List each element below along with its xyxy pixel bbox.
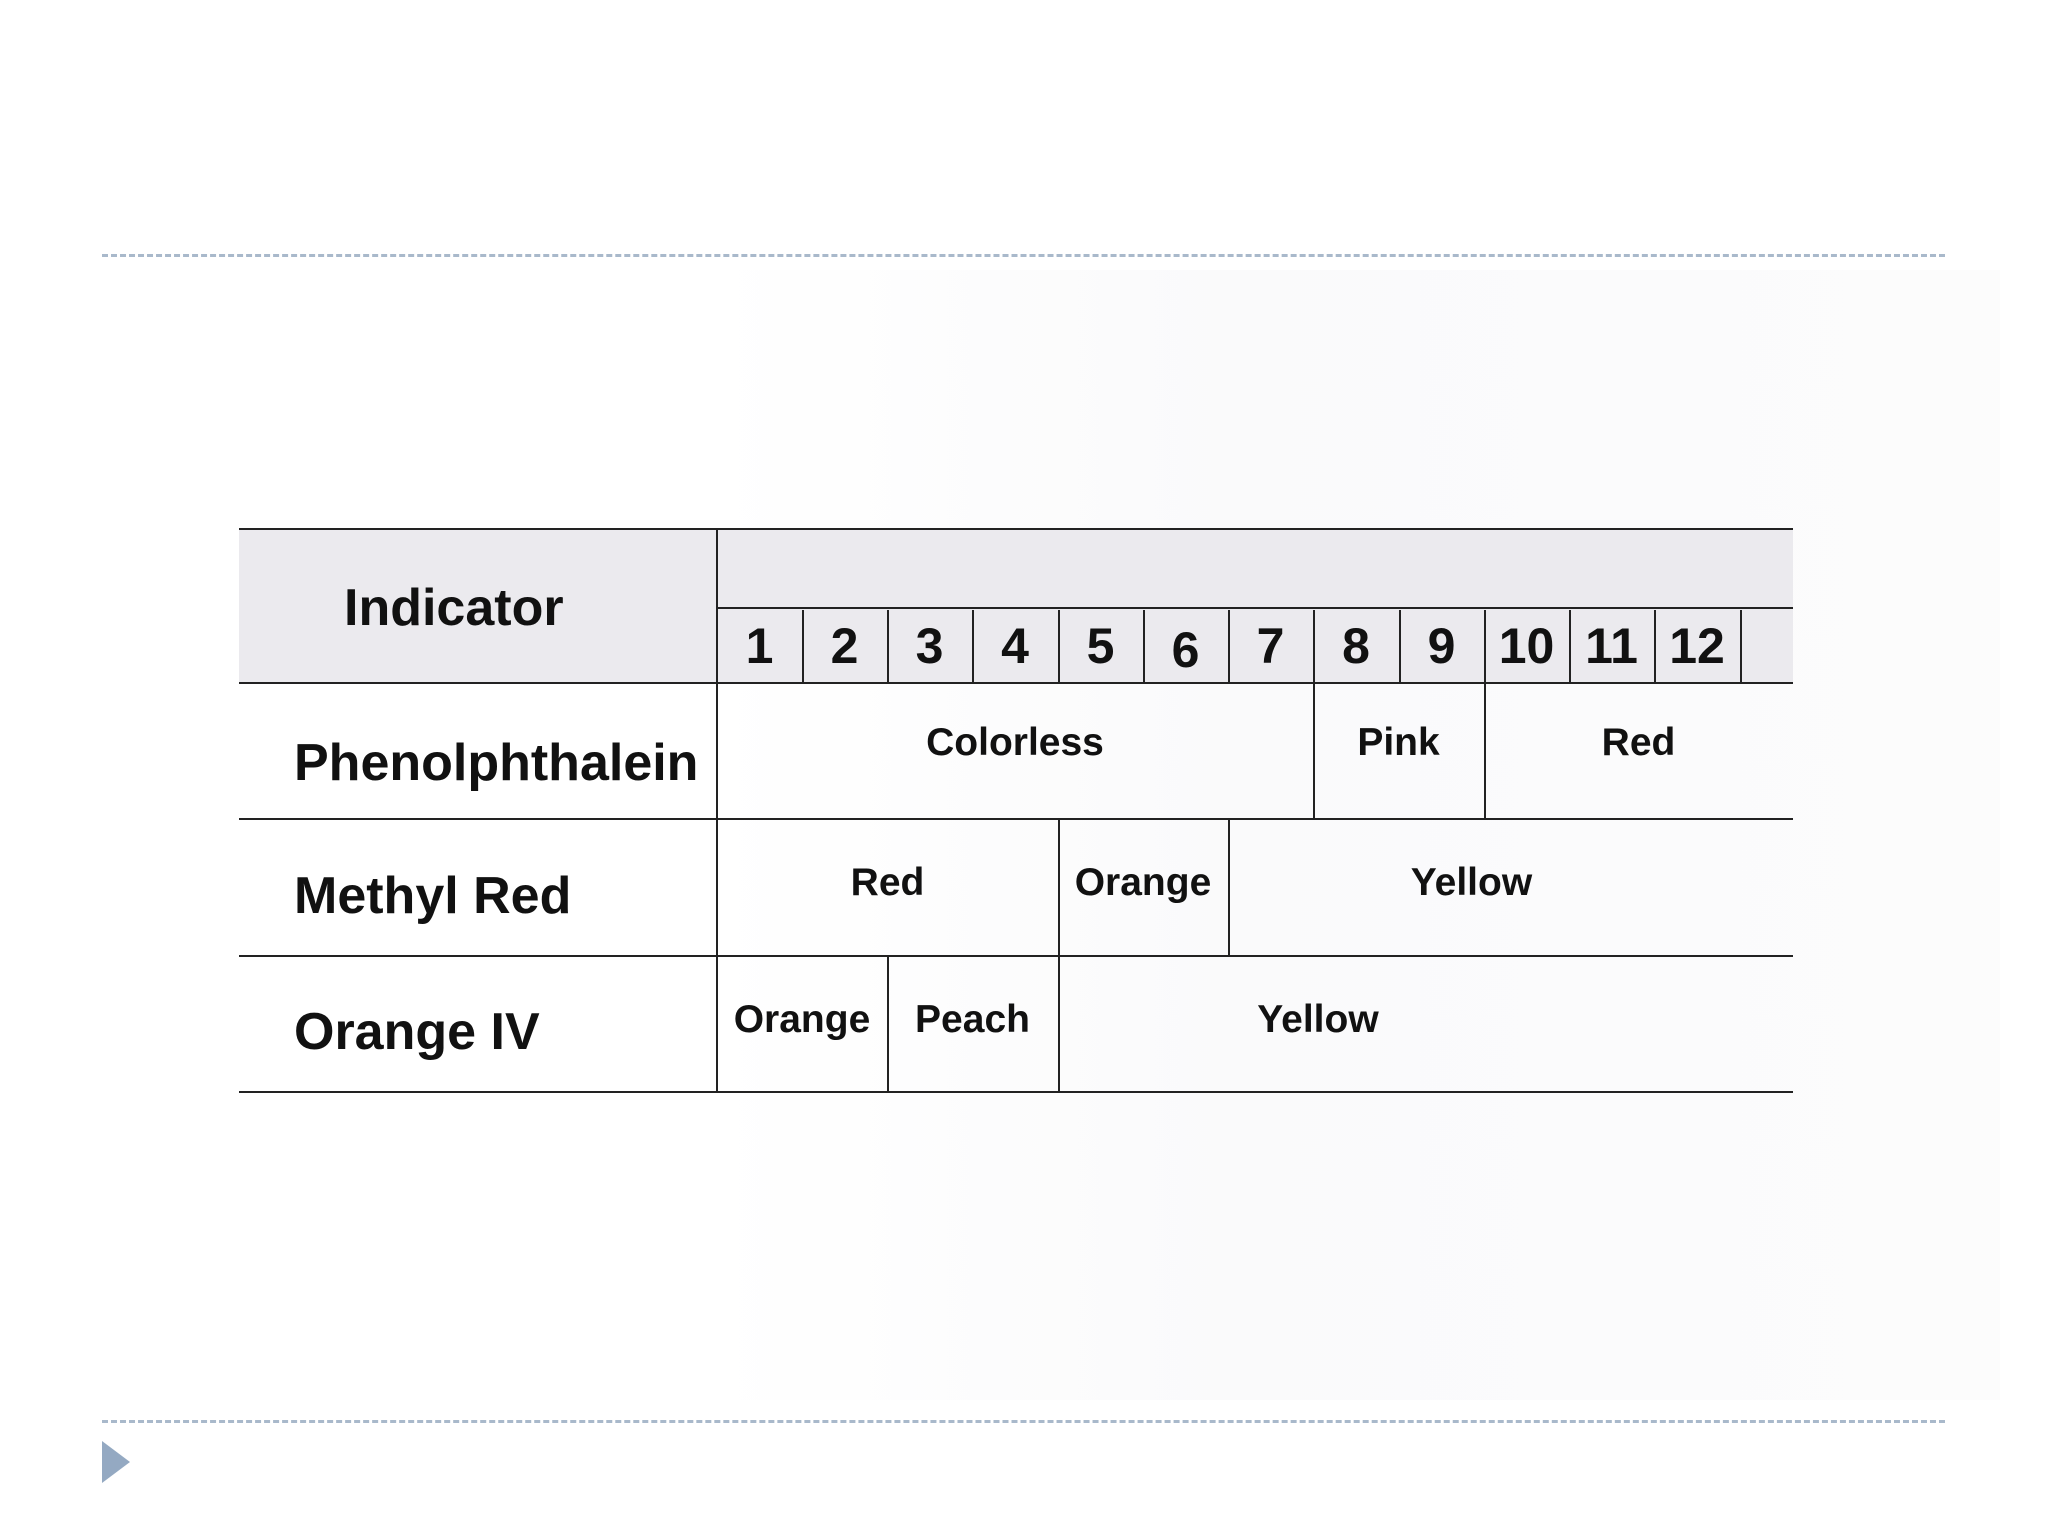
indicator-header: Indicator	[344, 579, 564, 637]
header-band	[239, 528, 1793, 683]
ph-tick	[1143, 610, 1145, 682]
ph-tick	[887, 610, 889, 682]
ph-scale-rule	[717, 607, 1793, 609]
ph-tick	[1228, 610, 1230, 682]
ph-tick	[1484, 610, 1486, 682]
row-rule-1	[239, 818, 1793, 820]
ph-value-2: 2	[830, 618, 859, 674]
ph-tick	[1740, 610, 1742, 682]
label-column-separator	[716, 528, 718, 1093]
row-rule-2	[239, 955, 1793, 957]
segment-separator	[1058, 956, 1060, 1092]
segment-separator	[1313, 683, 1315, 818]
table-bottom-rule	[239, 1091, 1793, 1093]
orange-iv-orange-cell: Orange	[733, 998, 871, 1041]
ph-tick	[1313, 610, 1315, 682]
ph-value-8: 8	[1342, 618, 1370, 674]
orange-iv-yellow-cell: Yellow	[1257, 998, 1379, 1041]
ph-value-1: 1	[745, 618, 774, 674]
header-bottom-rule	[239, 682, 1793, 684]
row-label-methyl-red: Methyl Red	[294, 867, 572, 925]
ph-value-5: 5	[1086, 618, 1115, 674]
ph-value-10: 10	[1498, 618, 1555, 674]
ph-value-7: 7	[1256, 618, 1285, 674]
triangle-right-icon[interactable]	[102, 1441, 130, 1483]
segment-separator	[887, 956, 889, 1092]
top-divider	[102, 254, 1945, 257]
ph-tick	[1569, 610, 1571, 682]
ph-tick	[1654, 610, 1656, 682]
methyl-red-yellow-cell: Yellow	[1410, 861, 1533, 904]
background-shade	[710, 270, 2000, 1400]
row-label-phenolphthalein: Phenolphthalein	[294, 734, 699, 792]
ph-tick	[802, 610, 804, 682]
ph-value-11: 11	[1585, 618, 1638, 674]
table-top-rule	[239, 528, 1793, 530]
segment-separator	[1484, 683, 1486, 818]
bottom-divider	[102, 1420, 1945, 1423]
indicator-table: Indicator 1 2 3 4 5 6 7 8 9 10 11 12 Phe…	[239, 528, 1793, 1094]
ph-tick	[972, 610, 974, 682]
phenolphthalein-pink-cell: Pink	[1357, 721, 1440, 764]
ph-tick	[1399, 610, 1401, 682]
ph-value-3: 3	[915, 618, 944, 674]
ph-value-9: 9	[1427, 618, 1456, 674]
phenolphthalein-red-cell: Red	[1601, 721, 1676, 764]
ph-value-4: 4	[1001, 618, 1029, 674]
methyl-red-red-cell: Red	[850, 861, 925, 904]
ph-value-6: 6	[1171, 622, 1200, 678]
segment-separator	[1228, 819, 1230, 955]
segment-separator	[1058, 819, 1060, 955]
ph-value-12: 12	[1669, 618, 1725, 674]
methyl-red-orange-cell: Orange	[1074, 861, 1212, 904]
ph-tick	[1058, 610, 1060, 682]
orange-iv-peach-cell: Peach	[915, 998, 1030, 1041]
phenolphthalein-colorless-cell: Colorless	[926, 721, 1104, 764]
row-label-orange-iv: Orange IV	[294, 1003, 540, 1061]
